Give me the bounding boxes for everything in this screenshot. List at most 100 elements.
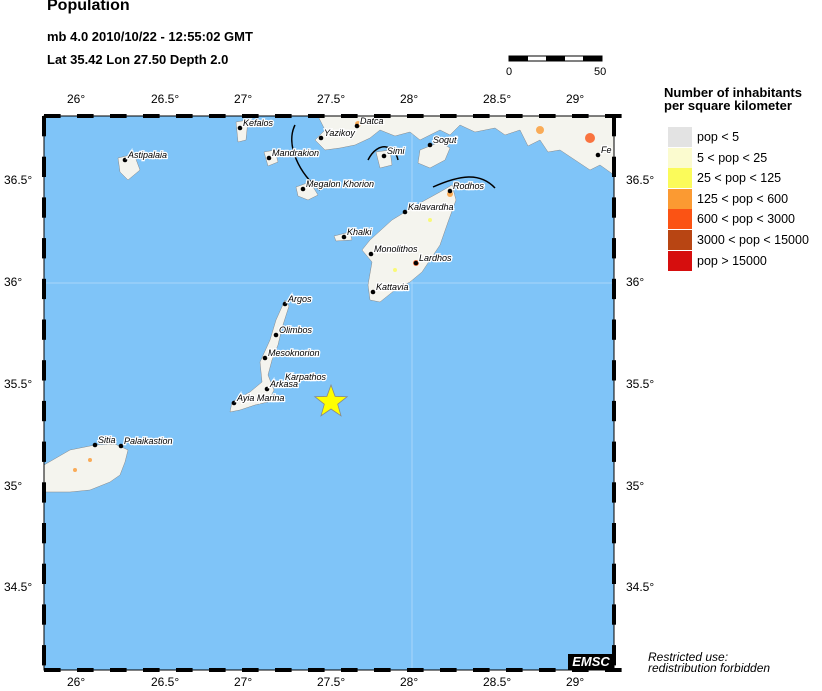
- scale-end-label: 50: [594, 66, 607, 78]
- place-dot-argos: [282, 301, 288, 307]
- legend-swatch: [668, 209, 692, 230]
- place-label-kalavardha: Kalavardha: [408, 202, 454, 212]
- scale-bar: [508, 55, 603, 62]
- lon-tick-top: 28°: [400, 92, 419, 106]
- place-label-kattavia: Kattavia: [376, 282, 409, 292]
- lon-tick-bottom: 27.5°: [317, 675, 346, 689]
- place-dot-kattavia: [370, 289, 376, 295]
- legend-swatch: [668, 188, 692, 209]
- place-dot-sitia: [92, 442, 98, 448]
- lon-tick-top: 27.5°: [317, 92, 346, 106]
- lat-tick-right: 36°: [626, 275, 645, 289]
- place-dot-monolithos: [368, 251, 374, 257]
- legend-title-line1: Number of inhabitants: [664, 85, 802, 100]
- lat-tick-left: 35°: [4, 479, 23, 493]
- place-dot-olimbos: [273, 332, 279, 338]
- place-label-olimbos: Olimbos: [279, 325, 313, 335]
- emsc-logo: EMSC: [568, 654, 614, 670]
- legend-item: 3000 < pop < 15000: [668, 230, 822, 250]
- place-label-khalki: Khalki: [347, 227, 373, 237]
- lat-tick-left: 35.5°: [4, 377, 33, 391]
- legend-item: 600 < pop < 3000: [668, 209, 822, 230]
- legend-swatch: [668, 147, 692, 168]
- legend-label: 125 < pop < 600: [697, 191, 789, 206]
- place-dot-rodhos: [447, 188, 453, 194]
- place-dot-kalavardha: [402, 209, 408, 215]
- legend-label: 5 < pop < 25: [697, 150, 768, 165]
- lat-tick-right: 35.5°: [626, 377, 655, 391]
- place-label-mandrakion: Mandrakion: [272, 148, 319, 158]
- place-dot-lardhos: [413, 260, 419, 266]
- place-dot-mesoknorion: [262, 355, 268, 361]
- place-label-lardhos: Lardhos: [419, 253, 452, 263]
- place-dot-kefalos: [237, 125, 243, 131]
- legend-label: 600 < pop < 3000: [697, 212, 796, 227]
- place-dot-fe: [595, 152, 601, 158]
- lon-tick-top: 29°: [566, 92, 585, 106]
- place-label-monolithos: Monolithos: [374, 244, 418, 254]
- place-label-argos: Argos: [287, 294, 312, 304]
- legend-title: Number of inhabitants per square kilomet…: [664, 86, 802, 112]
- lon-tick-bottom: 28°: [400, 675, 419, 689]
- place-dot-astipalaia: [122, 157, 128, 163]
- place-label-ayia-marina: Ayia Marina: [236, 393, 284, 403]
- lon-tick-bottom: 29°: [566, 675, 585, 689]
- legend-item: pop < 5: [668, 127, 822, 147]
- lon-tick-bottom: 28.5°: [483, 675, 512, 689]
- lat-tick-right: 34.5°: [626, 580, 655, 594]
- place-dot-khalki: [341, 234, 347, 240]
- place-dot-sogut: [427, 142, 433, 148]
- place-label-simi: Simi: [387, 146, 405, 156]
- place-label-astipalaia: Astipalaia: [127, 150, 167, 160]
- legend-label: 25 < pop < 125: [697, 171, 782, 186]
- lon-tick-top: 26.5°: [151, 92, 180, 106]
- place-dot-megalon-khorion: [300, 186, 306, 192]
- legend-item: 125 < pop < 600: [668, 188, 822, 209]
- scale-start-label: 0: [506, 66, 513, 78]
- event-location: Lat 35.42 Lon 27.50 Depth 2.0: [47, 52, 229, 67]
- map-title: Population: [47, 0, 130, 14]
- map-frame: [43, 115, 615, 671]
- legend-label: pop < 5: [697, 130, 740, 144]
- place-label-kefalos: Kefalos: [243, 118, 274, 128]
- fault-lines: [291, 124, 496, 191]
- restricted-line2: redistribution forbidden: [648, 661, 771, 675]
- lat-tick-left: 34.5°: [4, 580, 33, 594]
- restricted-line1: Restricted use:: [648, 650, 729, 664]
- place-dot-palaikastion: [118, 443, 124, 449]
- legend-label: 3000 < pop < 15000: [697, 233, 809, 247]
- place-label-rodhos: Rodhos: [453, 181, 485, 191]
- lon-tick-bottom: 26°: [67, 675, 86, 689]
- place-label-megalon-khorion: Megalon Khorion: [306, 179, 374, 189]
- place-dot-arkasa: [264, 386, 270, 392]
- lat-tick-right: 36.5°: [626, 173, 655, 187]
- place-label-arkasa: Arkasa: [269, 379, 298, 389]
- legend-item: 5 < pop < 25: [668, 147, 822, 168]
- legend-item: pop > 15000: [668, 250, 822, 271]
- lon-tick-bottom: 27°: [234, 675, 253, 689]
- place-dot-datca: [354, 123, 360, 129]
- legend-label: pop > 15000: [697, 253, 767, 268]
- epicenter-star-icon[interactable]: [313, 383, 349, 417]
- place-dot-ayia-marina: [231, 400, 237, 406]
- legend-item: 25 < pop < 125: [668, 168, 822, 189]
- place-label-sogut: Sogut: [433, 135, 457, 145]
- lon-tick-top: 28.5°: [483, 92, 512, 106]
- place-label-yazikoy: Yazikoy: [324, 128, 355, 138]
- lon-tick-bottom: 26.5°: [151, 675, 180, 689]
- legend-swatch: [668, 250, 692, 271]
- legend-swatch: [668, 127, 692, 147]
- place-dot-simi: [381, 153, 387, 159]
- lat-tick-left: 36°: [4, 275, 23, 289]
- place-label-mesoknorion: Mesoknorion: [268, 348, 320, 358]
- lat-tick-left: 36.5°: [4, 173, 33, 187]
- lat-tick-right: 35°: [626, 479, 645, 493]
- legend-swatch: [668, 168, 692, 189]
- place-label-karpathos: Karpathos: [285, 372, 327, 382]
- legend-swatch: [668, 230, 692, 250]
- lon-tick-top: 26°: [67, 92, 86, 106]
- event-info: mb 4.0 2010/10/22 - 12:55:02 GMT: [47, 29, 253, 44]
- place-dot-yazikoy: [318, 135, 324, 141]
